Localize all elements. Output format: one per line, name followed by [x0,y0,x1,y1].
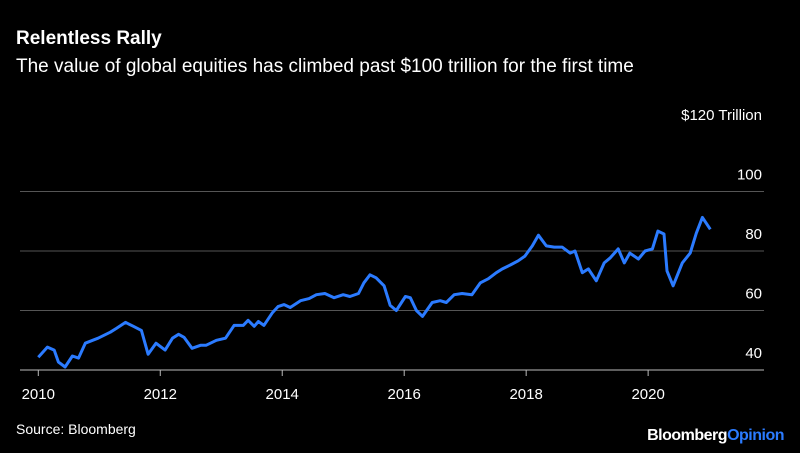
logo-brand: Bloomberg [647,427,727,444]
y-tick-label: 80 [745,226,762,243]
chart-subtitle: The value of global equities has climbed… [16,56,634,77]
logo-opinion: Opinion [727,427,784,444]
x-tick-label: 2010 [22,386,55,403]
y-tick-label: $120 Trillion [681,107,762,124]
line-series [37,215,712,369]
x-tick-label: 2012 [144,386,177,403]
y-tick-label: 100 [737,167,762,184]
source: Source: Bloomberg [16,421,136,437]
x-tick-label: 2020 [631,386,664,403]
y-tick-label: 60 [745,286,762,303]
x-tick-label: 2018 [509,386,542,403]
x-tick-label: 2016 [388,386,421,403]
y-tick-label: 40 [745,345,762,362]
x-tick-label: 2014 [266,386,299,403]
chart-title: Relentless Rally [16,28,162,49]
logo: BloombergOpinion [647,427,784,444]
